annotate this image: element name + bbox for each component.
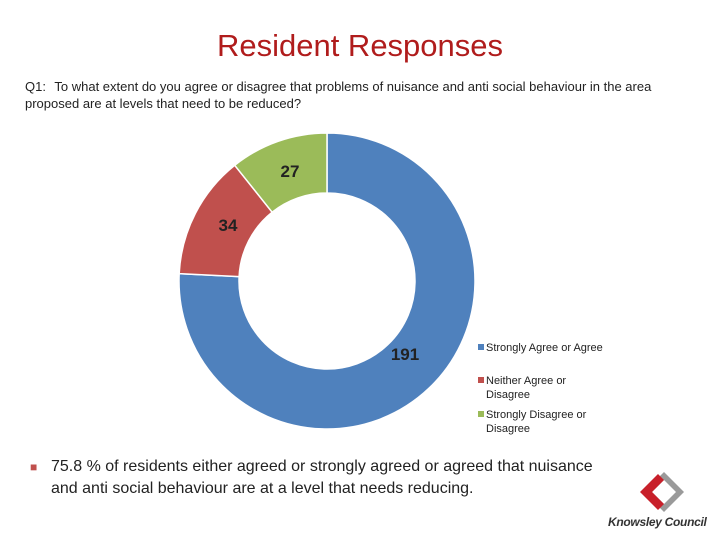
legend-label: Neither Agree or Disagree (486, 375, 566, 401)
logo-text: Knowsley Council (608, 515, 707, 529)
summary-text: 75.8 % of residents either agreed or str… (51, 458, 593, 497)
legend-swatch (478, 344, 484, 350)
council-logo: Knowsley Council (608, 470, 720, 532)
summary-bullet: ■ 75.8 % of residents either agreed or s… (30, 456, 620, 500)
data-label: 34 (219, 216, 238, 235)
legend-label: Strongly Disagree or Disagree (486, 409, 587, 435)
question-text: To what extent do you agree or disagree … (25, 79, 652, 111)
donut-slice (233, 132, 328, 214)
logo-mark (640, 472, 684, 512)
legend-swatch (478, 377, 484, 383)
slide-title: Resident Responses (216, 28, 504, 63)
legend-swatch (478, 411, 484, 417)
donut-chart: 191 34 27 Strongly Agree or Agree Neither Ag… (178, 132, 603, 435)
data-label: 27 (281, 162, 300, 181)
legend-label: Strongly Agree or Agree (486, 342, 603, 354)
question-label: Q1: (25, 79, 46, 94)
question: Q1: To what extent do you agree or disag… (25, 78, 685, 112)
donut-slice (178, 132, 476, 430)
bullet-square-icon: ■ (30, 460, 38, 474)
data-label: 191 (391, 345, 419, 364)
